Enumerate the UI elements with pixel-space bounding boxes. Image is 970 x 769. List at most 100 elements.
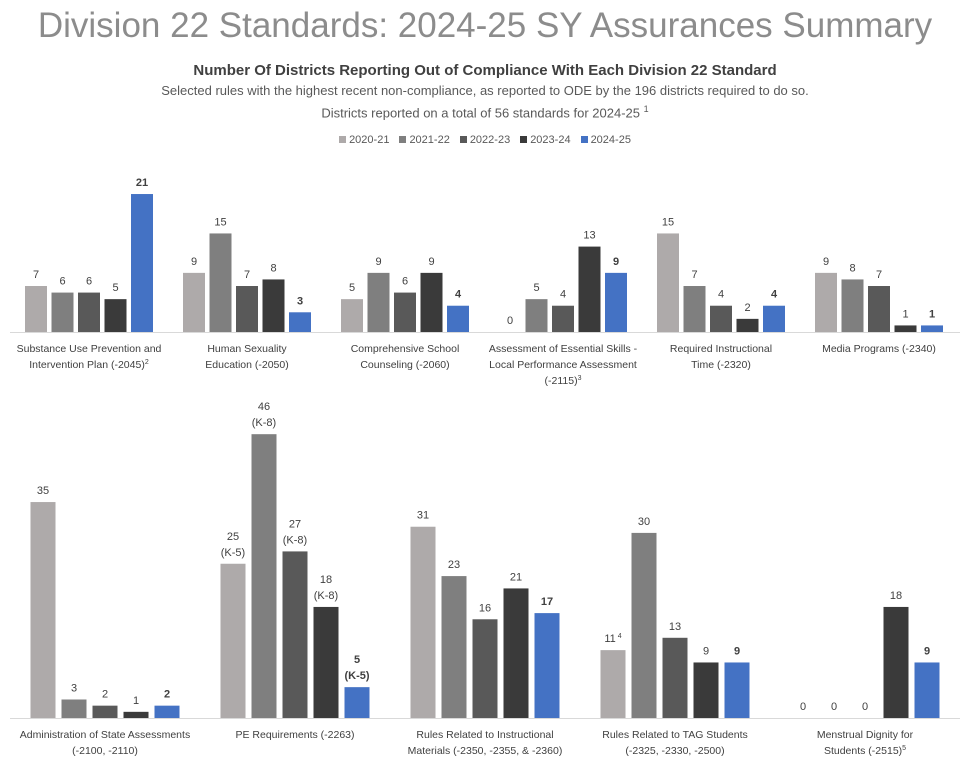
legend-swatch [580,136,588,143]
category-label: Media Programs (-2340) [822,343,936,355]
category-label: Menstrual Dignity for [817,729,914,741]
data-label: 6 [86,276,92,288]
data-label: 4 [718,289,724,301]
data-label: 30 [638,516,650,528]
bar-2020-21 [600,650,626,718]
bar-2024-25 [447,305,469,332]
bar-2023-24 [313,606,339,718]
data-label: 15 [662,216,674,228]
bar-2023-24 [262,279,285,332]
data-label: 23 [448,559,460,571]
data-label: 46 [258,401,270,413]
chart-subtitle: Number Of Districts Reporting Out of Com… [193,62,777,79]
bar-2022-23 [662,637,688,718]
bar-2021-22 [683,286,706,332]
data-label: 9 [191,256,197,268]
data-label: 7 [244,269,250,281]
legend-label: 2024-25 [590,134,631,146]
category-label: Materials (-2350, -2355, & -2360) [408,745,563,757]
bar-2021-22 [525,299,548,332]
legend-item-2023-24: 2023-24 [520,134,571,146]
category-label: Substance Use Prevention and [17,343,162,355]
bar-2023-24 [736,318,759,332]
category-group: 31 23 16 21 17 Rules Related to Instructional… [408,510,563,757]
data-label: 0 [862,701,868,713]
bar-2021-22 [61,699,87,718]
category-group: 0 0 0 18 9 Menstrual Dignity for Students (-25… [800,590,940,757]
bar-annotation: (K-5) [221,547,245,559]
bar-2020-21 [30,502,56,718]
category-group: 11 4 30 13 9 9 Rules Related to TAG Students (-… [600,516,750,757]
bar-2023-24 [503,588,529,718]
data-label: 8 [270,262,276,274]
category-group: 15 7 4 2 4 Required Instructional Time (-2320) [657,216,785,371]
legend-label: 2022-23 [469,134,511,146]
category-label: Rules Related to Instructional [416,729,553,741]
data-label: 6 [59,276,65,288]
category-label: Rules Related to TAG Students [602,729,748,741]
data-label: 5 [349,282,355,294]
data-label: 7 [876,269,882,281]
bar-2024-25 [724,662,750,718]
category-group: 9 15 7 8 3 Human Sexuality Education (-2050) [183,216,311,371]
bar-2020-21 [183,272,205,332]
category-label: Assessment of Essential Skills - [489,343,638,355]
legend-label: 2023-24 [530,134,571,146]
bar-2024-25 [344,687,370,718]
bar-2021-22 [209,233,232,332]
bar-annotation: (K-8) [283,534,307,546]
category-group: 0 5 4 13 9 Assessment of Essential Skills - Lo… [489,230,638,387]
bar-2024-25 [605,272,627,332]
legend-item-2024-25: 2024-25 [580,134,631,146]
data-label: 1 [133,695,139,707]
bar-2021-22 [841,279,864,332]
data-label: 18 [320,574,332,586]
category-label: PE Requirements (-2263) [235,729,354,741]
data-label: 9 [375,256,381,268]
bar-annotation: (K-5) [344,670,369,682]
legend-swatch [459,136,467,143]
bar-2020-21 [410,526,436,718]
bar-2020-21 [341,299,363,332]
data-label: 21 [510,571,522,583]
data-label: 2 [164,689,170,701]
bar-2022-23 [92,705,118,718]
data-label: 21 [136,177,148,189]
data-label: 16 [479,602,491,614]
data-label: 3 [297,295,303,307]
bar-2021-22 [251,434,277,718]
data-label: 9 [613,256,619,268]
data-label: 9 [823,256,829,268]
data-label: 6 [402,276,408,288]
bar-2024-25 [289,312,311,332]
data-label: 9 [734,645,740,657]
chart-note-2: Districts reported on a total of 56 stan… [0,104,970,120]
bar-2022-23 [868,286,890,332]
category-label: Students (-2515)5 [824,745,906,757]
data-label: 4 [455,289,462,301]
category-label: Comprehensive School [351,343,460,355]
data-label: 5 [112,282,118,294]
data-label: 9 [703,645,709,657]
data-label: 13 [583,230,595,242]
data-label: 0 [507,315,513,327]
category-label: Human Sexuality [207,343,287,355]
category-label: Counseling (-2060) [360,359,449,371]
page-title: Division 22 Standards: 2024-25 SY Assura… [37,6,933,45]
bar-annotation: (K-8) [314,590,338,602]
category-group: 5 9 6 9 4 Comprehensive School Counseling (-20… [341,256,469,371]
bar-2022-23 [236,286,258,332]
legend-swatch [339,136,347,143]
data-label: 7 [691,269,697,281]
bar-2024-25 [914,662,940,718]
bar-2022-23 [552,305,574,332]
category-group: 9 8 7 1 1 Media Programs (-2340) [815,256,943,355]
footnote-marker: 1 [643,104,649,114]
legend: 2020-21 2021-22 2022-23 2023-24 2024-25 [0,134,970,146]
category-group: (K-5) 25 (K-8) 46 (K-8) 27 (K-8) 18 (K-5) 5 PE Req… [220,401,370,741]
data-label: 9 [428,256,434,268]
note-text: Districts reported on a total of 56 stan… [321,105,641,121]
legend-item-2020-21: 2020-21 [339,134,389,146]
